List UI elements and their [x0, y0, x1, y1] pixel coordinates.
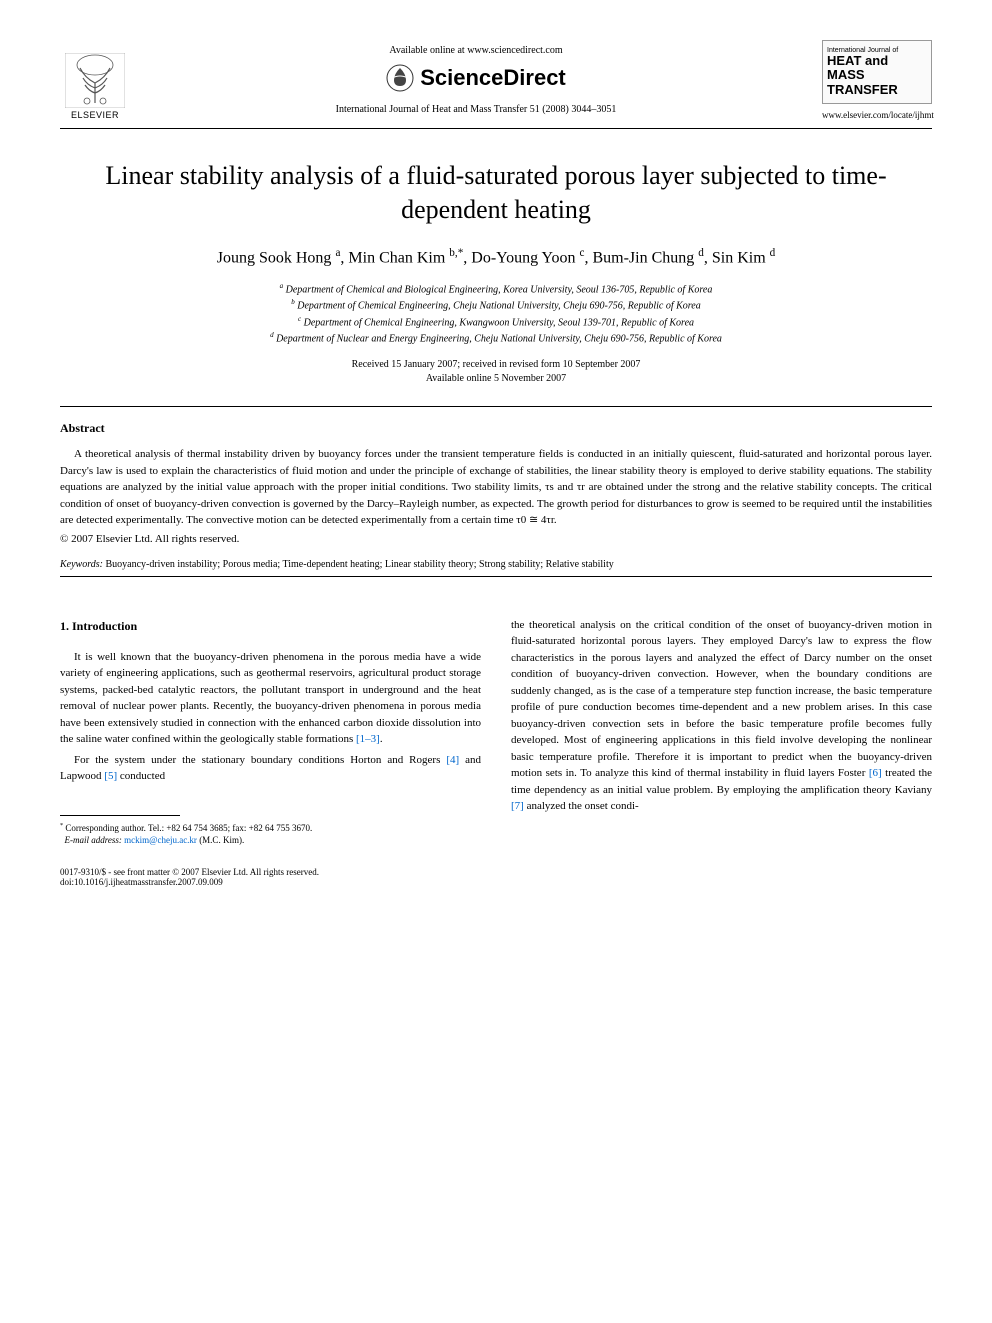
- header-row: ELSEVIER Available online at www.science…: [60, 40, 932, 120]
- doi-line: doi:10.1016/j.ijheatmasstransfer.2007.09…: [60, 877, 319, 887]
- center-header: Available online at www.sciencedirect.co…: [130, 40, 822, 115]
- received-date: Received 15 January 2007; received in re…: [60, 358, 932, 372]
- ref-link-6[interactable]: [6]: [869, 767, 882, 779]
- email-owner: (M.C. Kim).: [199, 835, 244, 845]
- ref-link-7[interactable]: [7]: [511, 800, 524, 812]
- section-1-heading: 1. Introduction: [60, 617, 481, 635]
- online-date: Available online 5 November 2007: [60, 372, 932, 386]
- copyright-line: © 2007 Elsevier Ltd. All rights reserved…: [60, 533, 932, 545]
- abstract-heading: Abstract: [60, 421, 932, 436]
- abstract-text: A theoretical analysis of thermal instab…: [60, 446, 932, 529]
- sciencedirect-logo: ScienceDirect: [130, 64, 822, 92]
- article-dates: Received 15 January 2007; received in re…: [60, 358, 932, 386]
- keywords-label: Keywords:: [60, 559, 103, 570]
- ref-link-4[interactable]: [4]: [446, 754, 459, 766]
- front-matter-line: 0017-9310/$ - see front matter © 2007 El…: [60, 867, 319, 877]
- intro-para-2-cont: the theoretical analysis on the critical…: [511, 617, 932, 815]
- affiliation-b: b Department of Chemical Engineering, Ch…: [60, 297, 932, 313]
- footnote-divider: [60, 815, 180, 816]
- elsevier-label: ELSEVIER: [71, 110, 119, 120]
- journal-citation: International Journal of Heat and Mass T…: [130, 104, 822, 115]
- corresponding-author-footnote: * Corresponding author. Tel.: +82 64 754…: [60, 822, 481, 847]
- journal-name-box: International Journal of HEAT and MASS T…: [822, 40, 932, 104]
- email-label: E-mail address:: [65, 835, 122, 845]
- intro-para-2: For the system under the stationary boun…: [60, 752, 481, 785]
- keywords-line: Keywords: Buoyancy-driven instability; P…: [60, 559, 932, 570]
- sciencedirect-icon: [386, 64, 414, 92]
- keywords-text: Buoyancy-driven instability; Porous medi…: [105, 559, 613, 570]
- header-divider: [60, 128, 932, 129]
- abstract-divider-bottom: [60, 576, 932, 577]
- affiliation-d: d Department of Nuclear and Energy Engin…: [60, 330, 932, 346]
- article-title: Linear stability analysis of a fluid-sat…: [60, 159, 932, 227]
- affiliations: a Department of Chemical and Biological …: [60, 281, 932, 346]
- body-columns: 1. Introduction It is well known that th…: [60, 617, 932, 847]
- journal-heat-line2: TRANSFER: [827, 83, 927, 97]
- abstract-divider-top: [60, 406, 932, 407]
- available-online-text: Available online at www.sciencedirect.co…: [130, 45, 822, 56]
- elsevier-logo: ELSEVIER: [60, 40, 130, 120]
- corresponding-email[interactable]: mckim@cheju.ac.kr: [124, 835, 197, 845]
- sciencedirect-text: ScienceDirect: [420, 65, 566, 91]
- bottom-left: 0017-9310/$ - see front matter © 2007 El…: [60, 867, 319, 887]
- journal-url: www.elsevier.com/locate/ijhmt: [822, 110, 932, 120]
- journal-cover: International Journal of HEAT and MASS T…: [822, 40, 932, 120]
- ref-link-1-3[interactable]: [1–3]: [356, 733, 380, 745]
- right-column: the theoretical analysis on the critical…: [511, 617, 932, 847]
- bottom-row: 0017-9310/$ - see front matter © 2007 El…: [60, 867, 932, 887]
- ref-link-5[interactable]: [5]: [104, 770, 117, 782]
- author-list: Joung Sook Hong a, Min Chan Kim b,*, Do-…: [60, 247, 932, 267]
- elsevier-tree-icon: [65, 53, 125, 108]
- affiliation-a: a Department of Chemical and Biological …: [60, 281, 932, 297]
- intro-para-1: It is well known that the buoyancy-drive…: [60, 649, 481, 748]
- left-column: 1. Introduction It is well known that th…: [60, 617, 481, 847]
- affiliation-c: c Department of Chemical Engineering, Kw…: [60, 314, 932, 330]
- journal-heat-line1: HEAT and MASS: [827, 54, 927, 83]
